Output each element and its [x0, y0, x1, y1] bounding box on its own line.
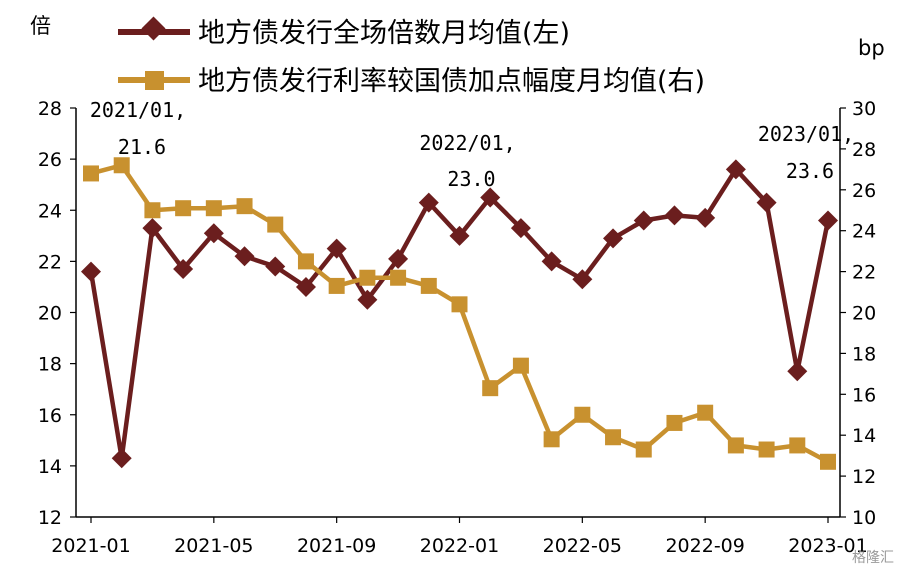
left-axis-label: 倍	[30, 14, 51, 38]
series-0-point	[695, 207, 716, 228]
right-tick-label: 22	[852, 262, 876, 284]
series-1-point	[451, 296, 468, 313]
right-axis-ticks: 10 12 14 16 18 20 22 24 26 28 30	[840, 98, 876, 529]
series-1-point	[205, 200, 222, 217]
legend-label-0: 地方债发行全场倍数月均值(左)	[198, 18, 570, 49]
series-0-point	[234, 246, 255, 267]
series-1-point	[635, 441, 652, 458]
series-0-point	[295, 276, 316, 297]
annotation-line2: 21.6	[118, 135, 166, 159]
right-axis-label: bp	[858, 36, 885, 60]
left-tick-label: 26	[38, 149, 62, 171]
series-0-point	[818, 210, 838, 231]
right-tick-label: 26	[852, 180, 876, 202]
series-1-point	[727, 437, 744, 454]
series-1-point	[267, 216, 284, 233]
series-0-point	[173, 259, 194, 280]
right-tick-label: 30	[852, 98, 876, 120]
series-0-point	[725, 159, 746, 180]
series-0-point	[664, 205, 685, 226]
series-0-point	[81, 261, 101, 282]
legend-label-1: 地方债发行利率较国债加点幅度月均值(右)	[198, 66, 705, 97]
x-tick-label: 2021-09	[297, 535, 376, 557]
left-tick-label: 18	[38, 354, 62, 376]
series-0-point	[449, 225, 470, 246]
series-line-1	[90, 163, 830, 464]
left-tick-label: 16	[38, 405, 62, 427]
series-0-point	[510, 218, 531, 239]
series-0-point	[203, 223, 224, 244]
left-tick-label: 12	[38, 507, 62, 529]
series-0-point	[142, 218, 163, 239]
left-tick-label: 14	[38, 456, 62, 478]
series-1-point	[512, 357, 529, 374]
right-tick-label: 18	[852, 343, 876, 365]
annotations-layer: 2021/01, 21.6 2022/01, 23.0 2023/01, 23.6	[90, 98, 854, 191]
series-1-point	[297, 253, 314, 270]
series-1-point	[359, 269, 376, 286]
legend-marker-square	[145, 71, 164, 90]
left-tick-label: 28	[38, 98, 62, 120]
right-tick-label: 20	[852, 303, 876, 325]
series-0-point	[541, 251, 562, 272]
series-1-point	[175, 200, 192, 217]
series-0-point	[388, 248, 409, 269]
series-1-point	[83, 165, 99, 182]
x-axis-ticks: 2021-01 2021-05 2021-09 2022-01 2022-05 2022-…	[51, 517, 868, 557]
series-0-point	[572, 269, 593, 290]
right-tick-label: 28	[852, 139, 876, 161]
legend: 地方债发行全场倍数月均值(左) 地方债发行利率较国债加点幅度月均值(右)	[118, 16, 705, 97]
left-tick-label: 20	[38, 303, 62, 325]
x-tick-label: 2021-01	[51, 535, 130, 557]
series-0-point	[603, 228, 624, 249]
x-tick-label: 2022-01	[420, 535, 499, 557]
x-tick-label: 2021-05	[174, 535, 253, 557]
legend-marker-diamond	[141, 16, 166, 41]
series-1-point	[697, 404, 714, 421]
right-tick-label: 12	[852, 466, 876, 488]
series-0-point	[633, 210, 654, 231]
series-1-point	[482, 380, 499, 397]
series-0-point	[756, 192, 777, 213]
series-1-point	[113, 157, 130, 174]
annotation-line2: 23.0	[447, 167, 495, 191]
right-tick-label: 16	[852, 384, 876, 406]
series-1-point	[574, 406, 591, 423]
series-0-point	[787, 361, 808, 382]
series-1-point	[236, 198, 253, 215]
right-tick-label: 14	[852, 425, 876, 447]
left-tick-label: 24	[38, 200, 62, 222]
annotation-line1: 2023/01,	[758, 122, 854, 146]
x-tick-label: 2023-01	[788, 535, 867, 557]
series-1-point	[420, 277, 437, 294]
watermark: 格隆汇	[852, 550, 894, 566]
right-tick-label: 24	[852, 221, 876, 243]
series-1-point	[758, 441, 775, 458]
annotation-line1: 2022/01,	[419, 131, 515, 155]
left-axis-ticks: 12 14 16 18 20 22 24 26 28	[38, 98, 76, 529]
series-line-0	[88, 167, 831, 461]
series-1-point	[144, 202, 161, 219]
series-1-point	[390, 269, 407, 286]
series-0-point	[357, 289, 378, 310]
right-tick-label: 10	[852, 507, 876, 529]
series-layer	[81, 157, 838, 470]
left-tick-label: 22	[38, 251, 62, 273]
series-0-point	[418, 192, 439, 213]
series-0-point	[111, 448, 132, 469]
series-1-point	[666, 414, 683, 431]
series-0-point	[326, 238, 347, 259]
series-1-point	[543, 431, 560, 448]
annotation-line2: 23.6	[786, 159, 834, 183]
series-1-point	[820, 453, 836, 470]
series-0-point	[480, 187, 501, 208]
x-tick-label: 2022-05	[543, 535, 622, 557]
series-1-point	[789, 437, 806, 454]
series-1-point	[328, 277, 345, 294]
series-1-point	[605, 429, 622, 446]
annotation-line1: 2021/01,	[90, 98, 186, 122]
x-tick-label: 2022-09	[665, 535, 744, 557]
series-0-point	[265, 256, 286, 277]
